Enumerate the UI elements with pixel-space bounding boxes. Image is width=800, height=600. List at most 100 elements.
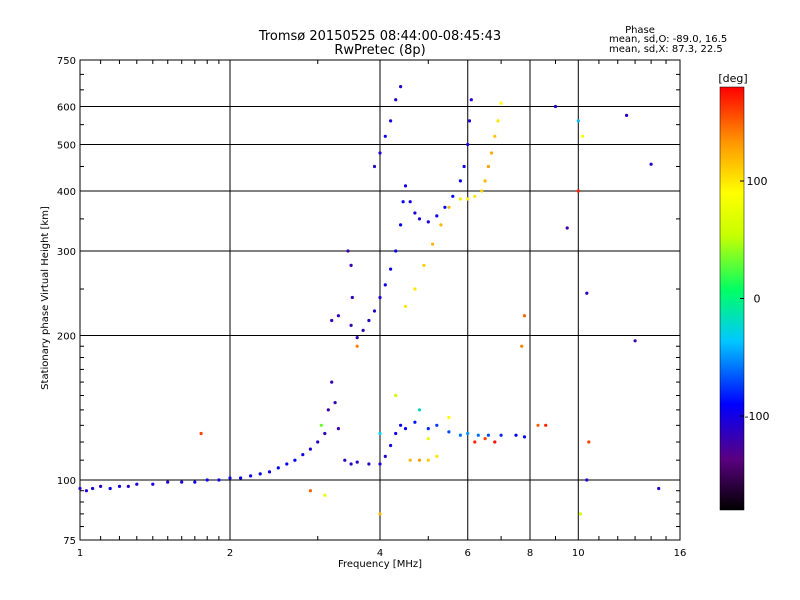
data-point [267,470,272,474]
data-point [536,423,540,427]
x-tick-label: 2 [227,548,233,559]
data-point [166,480,170,484]
data-point [258,472,262,476]
y-tick-label: 200 [57,332,76,343]
data-point [522,435,527,439]
data-point [514,433,518,437]
data-point [657,486,661,491]
data-point [553,104,558,109]
data-point [378,151,382,155]
y-tick-label: 75 [63,536,76,547]
colorbar-tick-label: 0 [754,293,761,306]
data-point [458,433,462,437]
data-point [151,482,155,486]
data-point [435,423,439,427]
data-point [78,486,82,491]
data-point [490,151,494,155]
data-point [403,427,408,431]
data-point [486,433,490,437]
data-point [473,194,477,198]
data-point [383,283,387,287]
stats-o-line: mean, sd,O: -89.0, 16.5 [609,34,727,45]
data-point [467,119,472,123]
data-point [399,423,403,427]
data-point [585,291,589,295]
data-point [205,478,209,482]
chart-title: Tromsø 20150525 08:44:00-08:45:43 [258,29,501,44]
y-tick-label: 100 [57,476,76,487]
data-point [447,430,451,434]
data-point [633,339,637,343]
data-point [378,295,382,300]
data-point [330,318,334,323]
colorbar-tick-label: 100 [747,175,768,188]
data-point [426,220,430,224]
stats-heading: Phase [625,25,655,36]
data-point [355,344,359,348]
data-point [581,134,585,138]
data-point [84,489,88,493]
data-point [399,223,403,227]
data-point [389,267,393,271]
data-point [372,164,377,169]
data-point [401,200,405,204]
data-point [117,484,122,488]
data-point [293,458,297,462]
data-point [99,484,103,488]
data-point [336,314,340,318]
data-point [466,142,470,147]
data-point [378,462,382,466]
data-point [239,476,243,480]
grid-lines [80,60,680,540]
data-point [389,119,393,123]
data-point [439,223,443,227]
data-point [426,437,430,441]
tick-labels: 1 2 4 6 8 10 16 75 100 200 300 400 500 600 750 [57,56,686,559]
x-tick-label: 6 [465,548,471,559]
data-point [308,447,312,451]
x-tick-label: 8 [527,548,533,559]
data-point [350,295,354,300]
data-point [493,440,497,444]
data-point [323,493,327,497]
data-point [399,85,403,89]
colorbar-label: [deg] [718,72,747,85]
data-point [326,408,330,412]
data-point [520,344,524,348]
data-point [372,309,377,313]
data-point [625,113,629,117]
data-point [336,427,340,431]
data-point [458,197,462,201]
data-point [483,179,487,183]
data-point [346,249,350,253]
data-point [476,433,480,437]
data-point [483,437,487,441]
data-point [394,98,398,102]
data-point [330,380,334,384]
stats-x-line: mean, sd,X: 87.3, 22.5 [609,44,723,55]
colorbar-tick-label: -100 [745,410,770,423]
data-point [447,205,451,209]
data-point [378,512,382,516]
x-tick-label: 1 [77,548,83,559]
data-point [578,512,583,516]
data-point [193,480,197,484]
data-point [649,162,653,166]
data-point [443,205,447,209]
y-tick-label: 300 [57,247,76,258]
colorbar-ticks: 100 0 -100 [740,175,769,423]
data-point [403,304,408,308]
data-point [367,462,371,466]
data-point [361,328,365,332]
data-point [417,458,422,462]
data-point [413,287,417,291]
data-point [249,474,253,478]
data-point [466,431,470,436]
data-point [493,134,497,138]
x-tick-label: 4 [377,548,383,559]
chart-subtitle: RwPretec (8p) [334,43,425,58]
data-point [585,478,589,482]
data-point [462,164,466,169]
y-tick-label: 600 [57,103,76,114]
data-point [319,423,323,427]
